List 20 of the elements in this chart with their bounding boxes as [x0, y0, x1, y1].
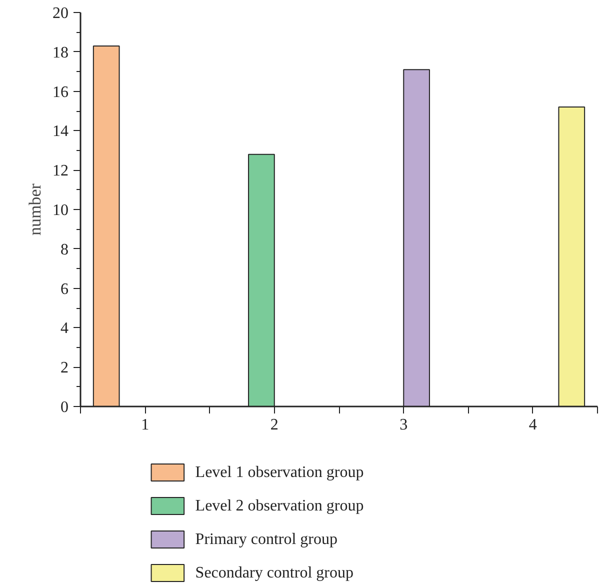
legend-label: Primary control group — [195, 531, 338, 548]
x-tick-label: 1 — [141, 416, 150, 434]
y-tick-label: 4 — [60, 320, 68, 338]
y-tick-label: 0 — [60, 399, 68, 416]
y-tick-label: 2 — [60, 360, 68, 377]
x-tick-label: 4 — [528, 416, 537, 434]
legend-label: Level 2 observation group — [195, 498, 364, 514]
legend-label: Secondary control group — [195, 564, 354, 582]
legend-label: Level 1 observation group — [195, 464, 364, 481]
y-axis-title: number — [26, 183, 44, 236]
y-tick-label: 6 — [60, 280, 68, 298]
y-tick-label: 20 — [52, 5, 68, 22]
x-tick-label: 3 — [400, 416, 408, 434]
y-tick-label: 16 — [52, 84, 68, 101]
y-tick-label: 14 — [52, 123, 68, 140]
y-tick-label: 12 — [52, 162, 68, 180]
y-tick-label: 10 — [52, 202, 68, 219]
y-tick-label: 8 — [60, 241, 68, 258]
x-tick-label: 2 — [270, 416, 278, 434]
y-tick-label: 18 — [52, 44, 68, 62]
